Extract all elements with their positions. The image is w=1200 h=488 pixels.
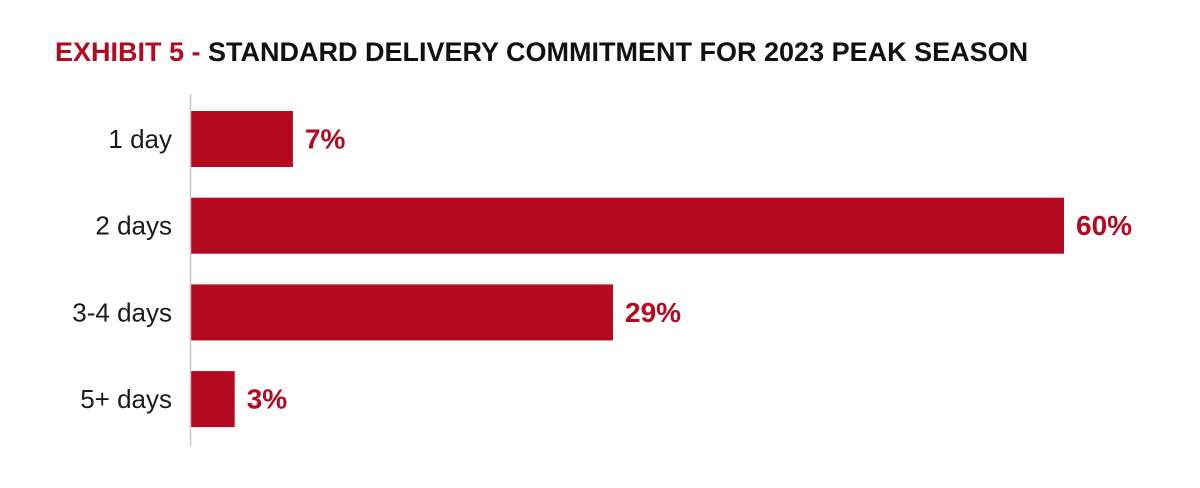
category-label-2-days: 2 days: [95, 211, 172, 241]
category-label-1-day: 1 day: [108, 124, 172, 154]
bar-2-days: [191, 197, 1064, 254]
chart-title: EXHIBIT 5 - STANDARD DELIVERY COMMITMENT…: [55, 34, 1028, 70]
value-label-5-days: 3%: [247, 384, 288, 415]
bar-1-day: [191, 111, 293, 167]
category-label-5-days: 5+ days: [80, 384, 172, 414]
chart-title-main: STANDARD DELIVERY COMMITMENT FOR 2023 PE…: [208, 37, 1029, 67]
category-label-3-4-days: 3-4 days: [72, 297, 172, 327]
bar-3-4-days: [191, 284, 613, 341]
value-label-3-4-days: 29%: [625, 297, 681, 328]
value-label-1-day: 7%: [305, 124, 346, 155]
bars-layer: 1 day 7% 2 days 60% 3-4 days 29% 5+ days 3%: [72, 111, 1132, 428]
value-label-2-days: 60%: [1076, 210, 1132, 241]
bar-5-days: [191, 371, 235, 428]
chart-title-prefix: EXHIBIT 5 -: [55, 37, 209, 67]
